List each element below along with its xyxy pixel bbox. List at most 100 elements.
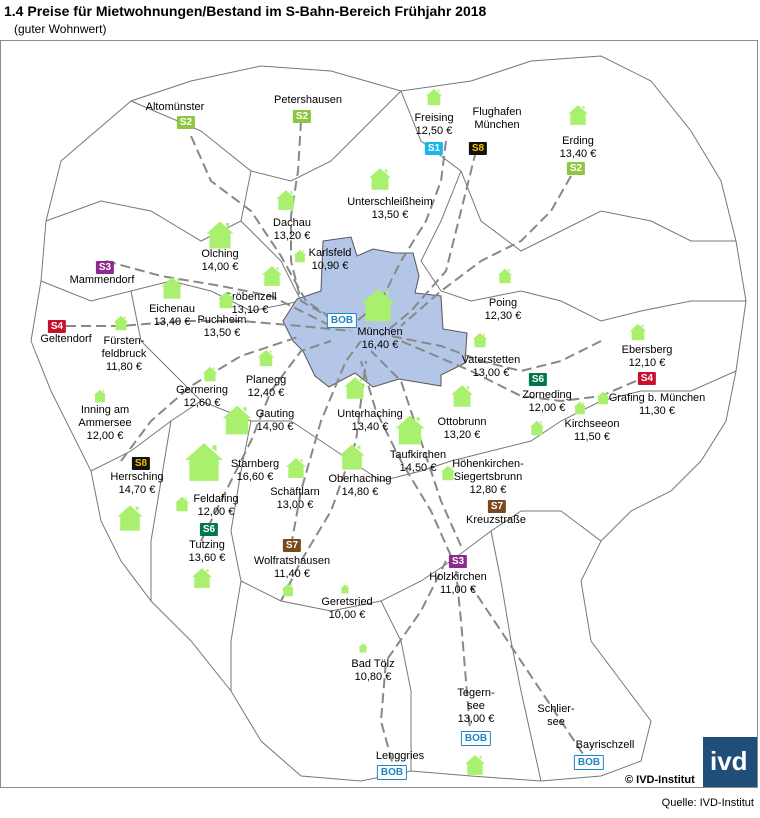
place-label: Geltendorf — [40, 333, 91, 346]
house-icon — [361, 288, 395, 322]
house-icon — [293, 249, 307, 263]
house-icon — [113, 315, 129, 331]
place-price: 12,00 € — [528, 402, 566, 414]
line-badge-bob: BOB — [573, 755, 605, 770]
place-name: Fürsten- feldbruck — [101, 335, 147, 360]
place-label: Herrsching 14,70 € — [110, 471, 163, 497]
place-price: 14,70 € — [118, 484, 156, 496]
place-label: Germering 12,60 € — [176, 384, 228, 410]
place-label: Ottobrunn 13,20 € — [438, 416, 487, 442]
place-label: Wolfratshausen 11,40 € — [254, 555, 330, 581]
line-badge-s6: S6 — [199, 523, 219, 536]
line-badge-s8: S8 — [131, 457, 151, 470]
place-name: Schlier- see — [537, 703, 575, 728]
place-label: Starnberg 16,60 € — [231, 458, 279, 484]
place-name: Schäftlarn — [270, 486, 320, 498]
place-name: Flughafen München — [472, 106, 522, 131]
house-icon — [629, 323, 647, 341]
place-name: Lenggries — [375, 750, 425, 762]
place-label: Lenggries — [376, 750, 424, 763]
house-icon — [257, 349, 275, 367]
line-badge-s8: S8 — [468, 142, 488, 155]
place-label: Planegg 12,40 € — [246, 374, 286, 400]
place-name: Petershausen — [274, 94, 342, 106]
place-name: Höhenkirchen- Siegertsbrunn — [452, 458, 524, 483]
place-price: 11,00 € — [440, 584, 476, 596]
place-label: Bad Tölz 10,80 € — [351, 658, 394, 684]
house-icon — [472, 332, 488, 348]
place-label: Puchheim 13,50 € — [198, 314, 247, 340]
place-name: Geltendorf — [40, 333, 92, 345]
place-name: Tegern- see — [457, 687, 495, 712]
place-price: 14,50 € — [399, 462, 437, 474]
place-name: Oberhaching — [328, 473, 392, 485]
place-price: 16,40 € — [361, 339, 399, 351]
source-note: Quelle: IVD-Institut — [661, 797, 754, 809]
place-price: 12,50 € — [415, 125, 453, 137]
house-icon — [262, 266, 282, 286]
place-label: Bayrischzell — [576, 739, 635, 752]
place-price: 12,80 € — [469, 484, 507, 496]
house-icon — [497, 268, 513, 284]
ivd-logo: ivd — [703, 737, 757, 787]
place-price: 13,00 € — [276, 499, 314, 511]
house-icon — [573, 401, 587, 415]
place-name: Inning am Ammersee — [78, 404, 132, 429]
house-icon — [440, 465, 456, 481]
place-name: Olching — [201, 248, 239, 260]
place-label: Ebersberg 12,10 € — [622, 344, 673, 370]
house-icon — [276, 190, 296, 210]
place-price: 16,60 € — [236, 471, 274, 483]
house-icon — [425, 88, 443, 106]
house-icon — [596, 391, 610, 405]
place-label: Schäftlarn 13,00 € — [270, 486, 320, 512]
place-price: 12,40 € — [247, 387, 285, 399]
place-name: Mammendorf — [69, 274, 135, 286]
place-name: Karlsfeld — [308, 247, 352, 259]
line-badge-s7: S7 — [282, 539, 302, 552]
place-label: Petershausen — [274, 94, 342, 107]
place-label: Karlsfeld 10,90 € — [309, 247, 352, 273]
place-price: 14,90 € — [256, 421, 294, 433]
house-icon — [161, 277, 183, 299]
place-price: 12,00 € — [86, 430, 124, 442]
house-icon — [281, 583, 295, 597]
place-name: Planegg — [245, 374, 287, 386]
place-name: Unterschleißheim — [347, 196, 433, 208]
place-label: Feldafing 12,00 € — [193, 493, 238, 519]
place-name: Unterhaching — [337, 408, 403, 420]
place-label: Eichenau 13,40 € — [149, 303, 195, 329]
page-title: 1.4 Preise für Mietwohnungen/Bestand im … — [4, 3, 487, 19]
place-name: Wolfratshausen — [253, 555, 331, 567]
place-price: 11,40 € — [274, 568, 310, 580]
line-badge-s2: S2 — [176, 116, 196, 129]
line-badge-s6: S6 — [528, 373, 548, 386]
line-badge-s4: S4 — [637, 372, 657, 385]
house-icon — [222, 405, 252, 435]
house-icon — [117, 505, 143, 531]
place-name: Gauting — [255, 408, 295, 420]
place-price: 10,80 € — [354, 671, 392, 683]
place-price: 13,40 € — [351, 421, 389, 433]
place-name: Dachau — [273, 217, 311, 229]
place-label: Geretsried 10,00 € — [321, 596, 372, 622]
place-price: 12,00 € — [197, 506, 235, 518]
line-badge-s7: S7 — [487, 500, 507, 513]
line-badge-s1: S1 — [424, 142, 444, 155]
house-icon — [529, 420, 545, 436]
copyright-notice: © IVD-Institut — [625, 774, 695, 786]
place-label: Erding 13,40 € — [560, 135, 597, 161]
place-name: Freising — [414, 112, 454, 124]
place-price: 12,30 € — [484, 310, 522, 322]
place-name: Kirchseeon — [564, 418, 620, 430]
line-badge-bob: BOB — [460, 731, 492, 746]
house-icon — [465, 755, 485, 775]
place-label: Unterschleißheim 13,50 € — [347, 196, 433, 222]
place-price: 13,40 € — [153, 316, 191, 328]
house-icon — [206, 221, 234, 249]
place-price: 13,20 € — [273, 230, 311, 242]
place-price: 12,60 € — [183, 397, 221, 409]
place-name: Altomünster — [145, 101, 205, 113]
page-subtitle: (guter Wohnwert) — [14, 22, 107, 36]
place-price: 13,00 € — [472, 367, 510, 379]
